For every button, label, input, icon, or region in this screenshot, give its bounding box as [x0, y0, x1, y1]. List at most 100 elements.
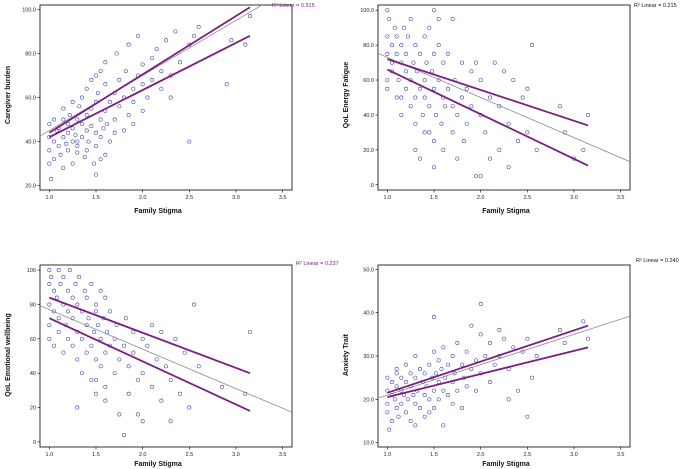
data-point	[117, 77, 122, 82]
x-axis-label: Family Stigma	[482, 208, 530, 215]
x-axis-label: Family Stigma	[134, 208, 182, 215]
x-tick-label: 3.5	[279, 195, 287, 201]
data-point	[54, 295, 59, 300]
data-point	[70, 343, 75, 348]
data-point	[140, 62, 145, 67]
data-point	[432, 51, 436, 56]
data-point	[61, 117, 66, 122]
data-point	[488, 380, 492, 384]
data-point	[483, 354, 488, 358]
y-tick-label: 40.0	[363, 311, 374, 317]
x-tick-label: 3.0	[570, 195, 578, 201]
data-point	[112, 130, 117, 135]
data-point	[404, 362, 408, 367]
data-point	[525, 414, 530, 419]
data-point	[98, 157, 103, 162]
data-point	[126, 364, 131, 369]
data-point	[94, 73, 98, 78]
y-tick-label: 20.0	[25, 184, 36, 190]
data-point	[385, 51, 390, 56]
data-point	[399, 112, 404, 117]
data-point	[394, 371, 399, 376]
data-point	[461, 139, 466, 144]
data-point	[474, 358, 478, 363]
data-point	[413, 147, 418, 152]
data-point	[192, 302, 196, 307]
data-point	[75, 357, 80, 362]
data-point	[159, 398, 164, 403]
data-point	[399, 375, 404, 380]
data-point	[483, 130, 488, 135]
data-point	[436, 397, 441, 402]
data-point	[80, 371, 84, 376]
data-point	[455, 112, 460, 117]
data-point	[432, 165, 436, 170]
data-point	[408, 419, 413, 423]
data-point	[98, 135, 103, 140]
data-point	[405, 397, 410, 402]
y-tick-label: 60.0	[363, 78, 374, 84]
data-point	[474, 174, 478, 179]
data-point	[408, 104, 413, 109]
x-tick-label: 2.0	[139, 452, 147, 458]
data-point	[497, 147, 502, 152]
data-point	[420, 112, 425, 117]
data-point	[66, 130, 70, 135]
data-point	[450, 130, 455, 135]
data-point	[114, 51, 119, 56]
x-tick-label: 3.0	[232, 195, 240, 201]
data-point	[396, 78, 401, 83]
fit-lines	[40, 296, 292, 413]
regression-line	[378, 315, 630, 399]
data-point	[105, 329, 110, 334]
data-point	[399, 401, 404, 406]
ci-lower-line	[386, 68, 589, 167]
data-point	[108, 139, 112, 144]
data-point	[182, 350, 187, 355]
data-point	[86, 139, 91, 144]
data-point	[117, 357, 122, 362]
data-point	[47, 121, 52, 126]
data-point	[140, 371, 145, 376]
data-point	[47, 161, 52, 166]
data-point	[103, 295, 108, 300]
data-point	[408, 16, 413, 21]
data-point	[122, 433, 126, 437]
data-point	[47, 323, 52, 328]
data-point	[413, 375, 418, 380]
data-point	[387, 427, 392, 432]
data-point	[94, 357, 98, 362]
data-point	[413, 401, 418, 406]
data-point	[433, 371, 438, 376]
data-point	[430, 69, 435, 74]
x-tick-label: 1.5	[430, 452, 438, 458]
data-point	[187, 405, 192, 410]
data-point	[432, 86, 436, 91]
data-point	[422, 130, 427, 135]
data-point	[80, 135, 84, 140]
data-point	[82, 154, 87, 159]
data-point	[443, 104, 448, 109]
data-point	[506, 121, 511, 126]
data-point	[136, 412, 140, 417]
data-point	[61, 106, 66, 111]
data-point	[84, 148, 89, 153]
data-point	[123, 316, 128, 321]
data-point	[387, 16, 392, 21]
data-point	[77, 104, 82, 109]
data-point	[530, 43, 534, 48]
data-point	[558, 104, 562, 109]
data-point	[450, 104, 455, 109]
x-tick-label: 2.0	[477, 452, 485, 458]
data-point	[394, 34, 399, 39]
data-point	[150, 323, 154, 328]
data-point	[427, 104, 432, 109]
x-tick-label: 1.5	[92, 452, 100, 458]
data-point	[464, 86, 469, 91]
data-point	[103, 82, 108, 87]
y-tick-label: 80	[30, 302, 36, 308]
data-point	[427, 397, 432, 402]
x-tick-label: 1.5	[92, 195, 100, 201]
data-point	[455, 341, 460, 345]
